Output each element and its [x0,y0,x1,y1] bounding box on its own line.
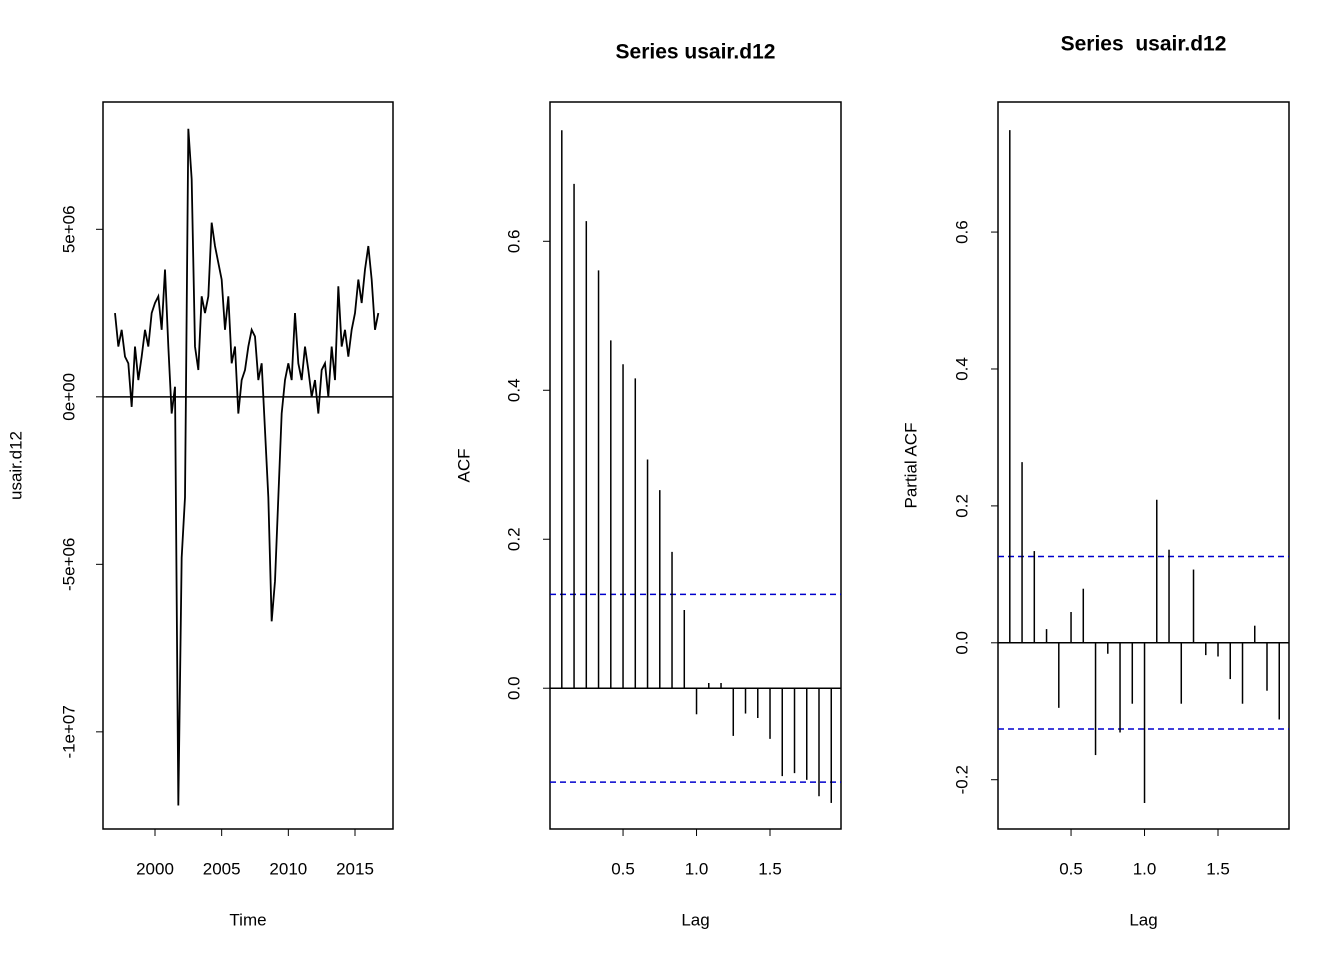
x-tick-label: 0.5 [1059,859,1083,878]
y-tick-label: 0.0 [504,676,523,700]
y-tick-label: 5e+06 [59,205,78,253]
y-axis-title: ACF [454,449,473,483]
x-tick-label: 2015 [336,859,374,878]
y-tick-label: 0.4 [504,378,523,402]
y-tick-label: 0.2 [952,494,971,518]
x-axis-title: Lag [681,910,709,929]
x-tick-label: 1.5 [1206,859,1230,878]
x-tick-label: 1.5 [758,859,782,878]
x-tick-label: 1.0 [1133,859,1157,878]
x-tick-label: 2005 [203,859,241,878]
x-tick-label: 0.5 [611,859,635,878]
x-tick-label: 2000 [136,859,174,878]
plot-box [549,101,842,830]
y-tick-label: 0.4 [952,357,971,381]
y-tick-label: -5e+06 [59,538,78,591]
x-axis-title: Lag [1129,910,1157,929]
y-axis-title: Partial ACF [901,423,920,509]
y-axis-title: usair.d12 [6,431,25,500]
x-tick-label: 1.0 [685,859,709,878]
y-tick-label: 0.2 [504,527,523,551]
chart-title: Series usair.d12 [616,41,776,64]
plot-box [997,101,1290,830]
plot-box [102,101,394,830]
chart-title: Series usair.d12 [1061,33,1227,56]
x-tick-label: 2010 [269,859,307,878]
y-tick-label: 0e+00 [59,373,78,421]
y-tick-label: 0.6 [504,229,523,253]
y-tick-label: 0.0 [952,631,971,655]
y-tick-label: -0.2 [952,765,971,794]
series-line [114,128,380,806]
x-axis-title: Time [229,910,266,929]
y-tick-label: -1e+07 [59,705,78,758]
y-tick-label: 0.6 [952,220,971,244]
